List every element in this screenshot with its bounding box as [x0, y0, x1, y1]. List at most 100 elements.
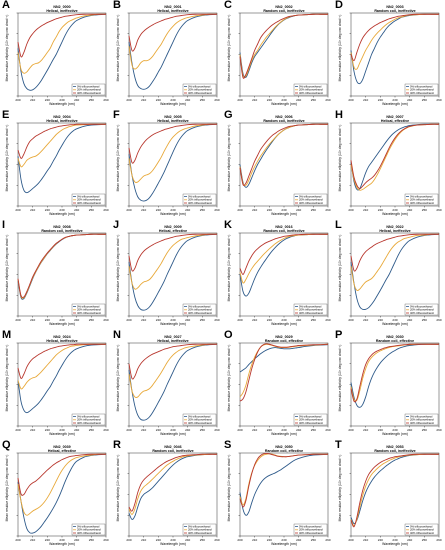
x-tick-label: 210	[252, 318, 257, 322]
legend-label: 0% trifluoroethanol	[77, 525, 100, 529]
legend-label: 40% trifluoroethanol	[77, 421, 101, 425]
x-tick-label: 250	[422, 318, 427, 322]
legend-label: 0% trifluoroethanol	[410, 525, 433, 529]
x-tick-label: 260	[436, 98, 441, 102]
panel-category: Helical, effective	[380, 119, 410, 124]
series-line-1	[128, 123, 218, 184]
panel-label: L	[335, 219, 342, 231]
legend-label: 40% trifluoroethanol	[188, 91, 212, 95]
series-line-0	[17, 343, 107, 414]
legend-label: 0% trifluoroethanol	[299, 525, 322, 529]
axes-frame	[17, 232, 107, 317]
legend-label: 0% trifluoroethanol	[77, 415, 100, 419]
legend-label: 40% trifluoroethanol	[77, 201, 101, 205]
series-line-1	[17, 343, 106, 390]
series-line-1	[17, 453, 107, 516]
x-tick-label: 210	[363, 98, 368, 102]
legend-box	[293, 523, 328, 536]
axes-frame	[128, 122, 218, 207]
panel-label: R	[113, 439, 121, 451]
panel-label: D	[335, 0, 343, 11]
panel-plot: 200 210 220 230 240 250 260 0% trifluoroethanol…	[237, 12, 331, 102]
x-tick-label: 260	[214, 208, 219, 212]
panel-category: Random coil, ineffective	[41, 229, 83, 234]
x-axis-label: Wavelength (nm)	[271, 542, 297, 546]
y-axis-label-box: Mean residue ellipticity (10³ deg cm² dm…	[225, 10, 233, 86]
x-axis-label: Wavelength (nm)	[382, 102, 408, 106]
x-tick-label: 250	[422, 538, 427, 542]
panel-n: 200 210 220 230 240 250 260 0% trifluoroethanol…	[111, 329, 222, 440]
legend-label: 20% trifluoroethanol	[299, 308, 323, 312]
panel-plot: 200 210 220 230 240 250 260 0% trifluoroethanol…	[348, 232, 442, 322]
legend-box	[293, 83, 328, 96]
x-tick-label: 230	[59, 538, 64, 542]
y-axis-label-box: Mean residue ellipticity (10³ deg cm² dm…	[3, 120, 11, 196]
panel-category: Helical, effective	[47, 449, 77, 454]
x-tick-label: 220	[156, 208, 161, 212]
series-line-2	[350, 343, 439, 403]
panel-label: K	[224, 219, 232, 231]
x-tick-label: 200	[126, 208, 131, 212]
legend-box	[404, 413, 439, 426]
x-tick-label: 220	[378, 538, 383, 542]
x-tick-label: 230	[281, 208, 286, 212]
x-tick-label: 250	[200, 208, 205, 212]
panel-id: NN2_0000	[53, 5, 71, 9]
x-tick-label: 250	[89, 98, 94, 102]
x-tick-label: 260	[103, 208, 108, 212]
panel-o: 200 210 220 230 240 250 260 0% trifluoroethanol…	[222, 329, 333, 440]
panel-plot: 200 210 220 230 240 250 260 0% trifluoroethanol…	[237, 122, 331, 212]
series-line-1	[239, 343, 329, 398]
x-tick-label: 210	[363, 538, 368, 542]
axes-frame	[17, 122, 107, 207]
x-tick-label: 240	[296, 538, 301, 542]
y-axis-label: Mean residue ellipticity (10³ deg cm² dm…	[227, 234, 231, 302]
series-line-2	[128, 123, 217, 164]
legend-label: 0% trifluoroethanol	[299, 305, 322, 309]
legend-box	[293, 413, 328, 426]
x-tick-label: 250	[311, 538, 316, 542]
series-line-0	[17, 13, 107, 91]
x-tick-label: 250	[200, 98, 205, 102]
legend-label: 0% trifluoroethanol	[299, 195, 322, 199]
x-tick-label: 240	[407, 318, 412, 322]
legend-label: 20% trifluoroethanol	[77, 88, 101, 92]
series-line-2	[17, 123, 106, 159]
x-tick-label: 200	[126, 428, 131, 432]
series-line-1	[17, 13, 107, 74]
legend-box	[404, 193, 439, 206]
panel-category: Helical, ineffective	[46, 9, 78, 14]
x-tick-label: 210	[30, 428, 35, 432]
x-tick-label: 230	[59, 208, 64, 212]
x-tick-label: 210	[30, 208, 35, 212]
legend-label: 20% trifluoroethanol	[77, 198, 101, 202]
x-tick-label: 250	[311, 428, 316, 432]
panel-plot: 200 210 220 230 240 250 260 0% trifluoroethanol…	[237, 232, 331, 322]
legend-label: 0% trifluoroethanol	[410, 305, 433, 309]
x-tick-label: 220	[267, 98, 272, 102]
legend-label: 40% trifluoroethanol	[188, 421, 212, 425]
series-line-2	[239, 452, 328, 508]
x-tick-label: 240	[185, 208, 190, 212]
legend-label: 0% trifluoroethanol	[77, 195, 100, 199]
panel-label: H	[335, 109, 343, 121]
panel-id: NN2_0029	[275, 335, 293, 339]
panel-label: B	[113, 0, 121, 11]
x-tick-label: 230	[281, 428, 286, 432]
panel-id: NN2_0050	[275, 445, 293, 449]
panel-category: Helical, effective	[158, 229, 188, 234]
panel-plot: 200 210 220 230 240 250 260 0% trifluoroethanol…	[348, 342, 442, 432]
series-line-0	[128, 123, 218, 202]
legend-label: 20% trifluoroethanol	[299, 528, 323, 532]
panel-category: Helical, ineffective	[157, 119, 189, 124]
series-line-1	[239, 13, 328, 78]
panel-k: 200 210 220 230 240 250 260 0% trifluoroethanol…	[222, 219, 333, 330]
panel-label: M	[2, 329, 12, 341]
x-tick-label: 260	[103, 98, 108, 102]
y-axis-label: Mean residue ellipticity (10³ deg cm² dm…	[116, 234, 120, 302]
y-axis-label-box: Mean residue ellipticity (10³ deg cm² dm…	[114, 450, 122, 526]
legend-label: 20% trifluoroethanol	[410, 88, 434, 92]
panel-category: Random coil, ineffective	[263, 119, 305, 124]
panel-category: Random coil, effective	[375, 339, 415, 344]
legend-label: 20% trifluoroethanol	[410, 418, 434, 422]
